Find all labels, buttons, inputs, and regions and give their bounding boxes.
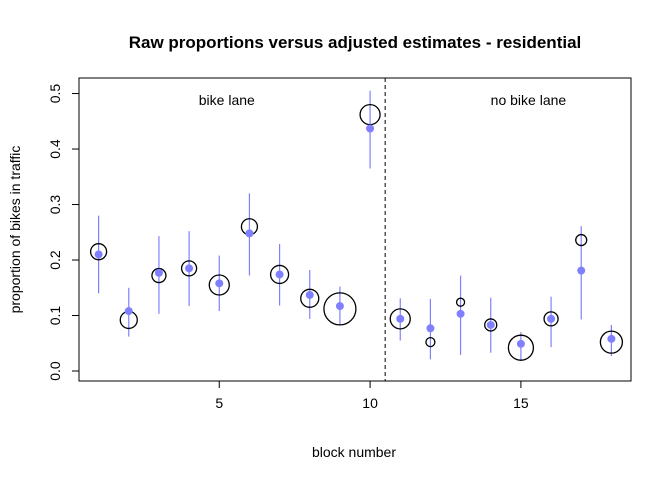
raw-proportion-point — [89, 243, 108, 261]
x-axis-label: block number — [312, 444, 396, 460]
raw-proportion-point — [507, 334, 535, 361]
y-tick-label: 0.0 — [47, 361, 63, 381]
adjusted-estimate-point — [486, 320, 495, 329]
adjusted-estimate-point — [185, 264, 194, 273]
adjusted-estimate-point — [366, 124, 375, 133]
raw-proportion-point — [599, 330, 624, 354]
error-bars — [98, 90, 612, 362]
y-tick-label: 0.4 — [47, 139, 63, 159]
raw-proportion-point — [425, 337, 436, 348]
raw-proportion-point — [323, 292, 357, 326]
y-tick-label: 0.2 — [47, 250, 63, 270]
adjusted-estimate-point — [275, 270, 284, 279]
adjusted-estimate-point — [547, 314, 556, 323]
raw-proportion-point — [269, 264, 290, 285]
chart-title: Raw proportions versus adjusted estimate… — [129, 33, 582, 52]
adjusted-estimate-point — [456, 309, 465, 318]
x-tick-label: 10 — [362, 395, 378, 411]
raw-proportion-point — [455, 297, 466, 307]
adjusted-estimate-point — [245, 229, 254, 238]
raw-proportion-point — [484, 318, 498, 332]
raw-proportion-point — [208, 274, 230, 296]
region-label: no bike lane — [491, 92, 567, 108]
adjusted-estimate-point — [335, 302, 344, 311]
plot-area-border — [78, 77, 632, 382]
raw-proportion-point — [543, 311, 559, 327]
raw-proportion-point — [151, 267, 167, 284]
adjusted-estimate-point — [396, 314, 405, 323]
raw-proportion-point — [389, 308, 411, 330]
adjusted-estimate-point — [426, 324, 435, 333]
adjusted-estimate-point — [215, 279, 224, 288]
plot-frame — [78, 77, 632, 382]
x-tick-label: 15 — [513, 395, 529, 411]
adjusted-estimate-point — [305, 290, 314, 299]
adjusted-estimate-point — [607, 334, 616, 343]
region-labels: bike lane no bike lane — [199, 92, 567, 108]
raw-proportion-markers — [89, 103, 624, 361]
adjusted-estimate-point — [154, 268, 163, 277]
y-tick-label: 0.1 — [47, 306, 63, 326]
y-axis: 0.0 0.1 0.2 0.3 0.4 0.5 — [47, 84, 80, 381]
region-label: bike lane — [199, 92, 255, 108]
y-tick-label: 0.5 — [47, 84, 63, 104]
raw-proportion-point — [575, 233, 588, 247]
y-axis-label: proportion of bikes in traffic — [7, 146, 23, 314]
adjusted-estimate-markers — [94, 124, 616, 348]
raw-proportion-point — [300, 288, 320, 308]
adjusted-estimate-point — [124, 307, 133, 316]
x-tick-label: 5 — [215, 395, 223, 411]
raw-proportion-point — [180, 260, 198, 277]
y-tick-label: 0.3 — [47, 195, 63, 215]
x-axis: 5 10 15 — [215, 380, 529, 411]
adjusted-estimate-point — [516, 339, 525, 348]
adjusted-estimate-point — [94, 250, 103, 259]
adjusted-estimate-point — [577, 266, 586, 275]
